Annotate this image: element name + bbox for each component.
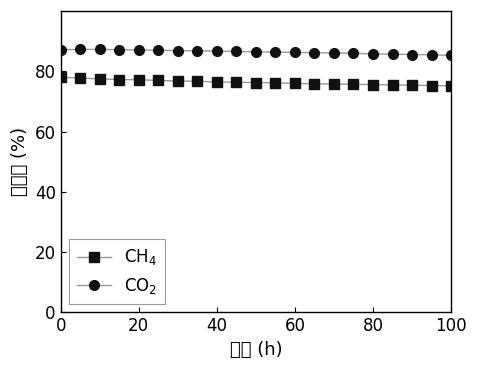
CH$_4$: [116, 77, 122, 82]
CH$_4$: [253, 80, 259, 85]
CH$_4$: [97, 77, 103, 81]
CO$_2$: [370, 52, 376, 56]
CO$_2$: [272, 50, 278, 54]
CH$_4$: [331, 82, 337, 86]
CH$_4$: [214, 80, 220, 84]
Legend: CH$_4$, CO$_2$: CH$_4$, CO$_2$: [69, 239, 165, 304]
CH$_4$: [292, 81, 298, 86]
CO$_2$: [136, 48, 141, 52]
CH$_4$: [233, 80, 239, 84]
CH$_4$: [272, 81, 278, 85]
CH$_4$: [429, 83, 435, 88]
CH$_4$: [350, 82, 356, 87]
CO$_2$: [350, 51, 356, 55]
CO$_2$: [233, 49, 239, 54]
CO$_2$: [390, 52, 395, 57]
CO$_2$: [195, 49, 200, 53]
CO$_2$: [58, 47, 64, 52]
CO$_2$: [331, 51, 337, 55]
CH$_4$: [77, 76, 83, 80]
Line: CO$_2$: CO$_2$: [56, 44, 456, 60]
CH$_4$: [195, 79, 200, 84]
CH$_4$: [448, 84, 454, 88]
CO$_2$: [116, 47, 122, 52]
CO$_2$: [312, 50, 317, 55]
CH$_4$: [155, 78, 161, 83]
Line: CH$_4$: CH$_4$: [56, 73, 456, 91]
CH$_4$: [58, 75, 64, 80]
CH$_4$: [390, 83, 395, 87]
CO$_2$: [292, 50, 298, 55]
CH$_4$: [409, 83, 415, 87]
CO$_2$: [429, 53, 435, 57]
CO$_2$: [97, 47, 103, 51]
CH$_4$: [370, 83, 376, 87]
CH$_4$: [175, 79, 181, 83]
X-axis label: 时间 (h): 时间 (h): [229, 341, 282, 359]
CO$_2$: [155, 48, 161, 53]
Y-axis label: 转化率 (%): 转化率 (%): [11, 127, 29, 196]
CH$_4$: [136, 78, 141, 82]
CO$_2$: [77, 47, 83, 51]
CO$_2$: [409, 52, 415, 57]
CO$_2$: [448, 53, 454, 58]
CO$_2$: [214, 49, 220, 53]
CO$_2$: [175, 48, 181, 53]
CO$_2$: [253, 50, 259, 54]
CH$_4$: [312, 81, 317, 86]
